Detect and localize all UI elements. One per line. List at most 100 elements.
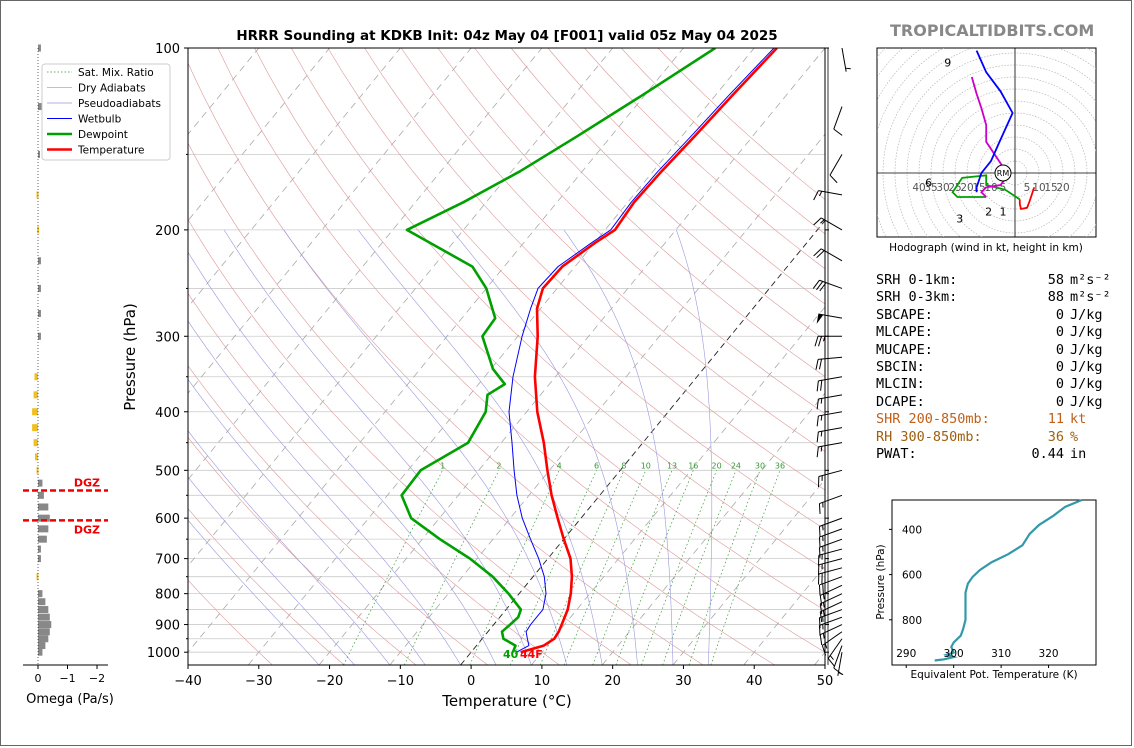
chart-title: HRRR Sounding at KDKB Init: 04z May 04 [… xyxy=(236,28,777,44)
stat-unit: J/kg xyxy=(1070,324,1103,341)
hodo-height-label: 2 xyxy=(985,205,992,218)
hodograph-trace xyxy=(1018,187,1036,211)
hodo-ring-label: 30 xyxy=(936,182,949,194)
barb-half-flag xyxy=(824,643,828,649)
omega-bar xyxy=(38,545,41,553)
omega-bar xyxy=(38,514,50,522)
omega-bar xyxy=(36,191,39,199)
barb-staff xyxy=(827,638,843,659)
stat-label: MLCAPE: xyxy=(876,324,933,341)
omega-bar xyxy=(38,613,50,621)
barb-staff xyxy=(818,442,843,448)
hodo-height-label: 3 xyxy=(956,213,963,226)
wind-barb xyxy=(818,558,843,576)
barb-flag xyxy=(820,380,823,391)
barb-flag xyxy=(816,431,819,443)
barb-flag xyxy=(816,446,819,458)
x-axis-label: Temperature (°C) xyxy=(441,692,571,710)
omega-bar xyxy=(38,642,46,650)
legend-entry: Dry Adiabats xyxy=(78,83,146,95)
theta-e-y-tick-label: 800 xyxy=(902,615,922,627)
stat-unit: J/kg xyxy=(1070,306,1103,323)
barb-staff xyxy=(818,411,843,417)
stat-unit: J/kg xyxy=(1070,376,1103,393)
x-tick-label: 20 xyxy=(604,674,621,689)
barb-staff xyxy=(833,645,843,669)
isotherm-line xyxy=(188,48,472,394)
mixing-ratio-line xyxy=(615,470,694,665)
mixing-ratio-line xyxy=(688,470,761,665)
wind-barb xyxy=(841,47,851,72)
moist-adiabat xyxy=(188,476,355,665)
hodograph-trace xyxy=(975,50,1014,188)
barb-staff xyxy=(820,593,843,605)
moist-adiabat xyxy=(188,378,426,665)
dry-adiabat xyxy=(364,48,825,491)
barb-flag xyxy=(818,584,821,596)
omega-bar xyxy=(38,648,43,656)
stat-value: 0 xyxy=(1055,359,1064,376)
omega-bar xyxy=(38,606,49,614)
barb-half-flag xyxy=(822,602,825,608)
wind-barb xyxy=(818,517,843,537)
omega-bar xyxy=(38,491,44,499)
omega-bar xyxy=(38,635,49,643)
legend-entry: Sat. Mix. Ratio xyxy=(78,67,154,79)
barb-flag xyxy=(819,611,823,623)
theta-e-x-tick-label: 300 xyxy=(944,648,964,660)
stat-label: MUCAPE: xyxy=(876,341,933,358)
x-tick-label: 0 xyxy=(467,674,475,689)
mixing-ratio-label: 1 xyxy=(440,461,445,470)
omega-bar xyxy=(33,439,38,447)
wind-barb xyxy=(819,593,843,615)
stat-unit: J/kg xyxy=(1070,341,1103,358)
mixing-ratio-line xyxy=(641,470,717,665)
wind-barb xyxy=(816,313,843,324)
barb-flag xyxy=(833,128,843,136)
omega-bar xyxy=(36,573,39,581)
stat-unit: m²s⁻² xyxy=(1070,289,1111,306)
moist-adiabat xyxy=(676,229,713,665)
theta-e-y-tick-label: 400 xyxy=(902,524,922,536)
stat-value: 0 xyxy=(1055,324,1064,341)
barb-flag xyxy=(833,667,843,675)
barb-flag xyxy=(812,279,820,289)
hodo-ring-label: 5 xyxy=(1000,182,1007,194)
barb-half-flag xyxy=(829,655,834,660)
storm-motion-label: RM xyxy=(997,169,1010,178)
wind-barb xyxy=(814,335,842,347)
hodo-height-label: 6 xyxy=(925,177,932,190)
surface-dewpoint-label: 40 xyxy=(503,648,519,661)
y-tick-label: 800 xyxy=(155,588,180,603)
stat-row: SHR 200-850mb: 11 kt xyxy=(876,411,1116,428)
stats-panel: SRH 0-1km: 58 m²s⁻² SRH 0-3km: 88 m²s⁻² SBCAPE… xyxy=(876,272,1116,463)
barb-staff xyxy=(818,427,843,433)
stat-label: SBCAPE: xyxy=(876,306,933,323)
barb-flag xyxy=(816,250,825,259)
wind-barb xyxy=(818,576,843,596)
barb-staff xyxy=(819,616,843,626)
wind-barb xyxy=(818,609,843,629)
stat-unit: kt xyxy=(1070,411,1087,428)
mixing-ratio-label: 16 xyxy=(688,461,698,470)
wind-barb xyxy=(821,631,843,656)
stat-row: MLCAPE: 0 J/kg xyxy=(876,324,1116,341)
omega-bar xyxy=(38,621,52,629)
theta-e-y-tick-label: 600 xyxy=(902,570,922,582)
barb-flag xyxy=(819,634,823,646)
mixing-ratio-label: 4 xyxy=(557,461,562,470)
stat-unit: J/kg xyxy=(1070,359,1103,376)
wind-barbs xyxy=(812,47,851,676)
stat-value: 58 xyxy=(1047,272,1064,288)
legend: Sat. Mix. Ratio Dry Adiabats Pseudoadiabat… xyxy=(41,63,171,161)
omega-bar xyxy=(38,525,49,533)
mixing-ratio-line xyxy=(469,470,560,665)
series-wetbulb xyxy=(508,48,775,653)
omega-tick-label: 0 xyxy=(35,672,42,685)
barb-staff xyxy=(820,624,843,636)
wind-barb xyxy=(833,106,843,136)
hodo-height-label: 9 xyxy=(944,57,951,70)
x-tick-label: −30 xyxy=(245,674,272,689)
stat-row: SBCAPE: 0 J/kg xyxy=(876,307,1116,324)
